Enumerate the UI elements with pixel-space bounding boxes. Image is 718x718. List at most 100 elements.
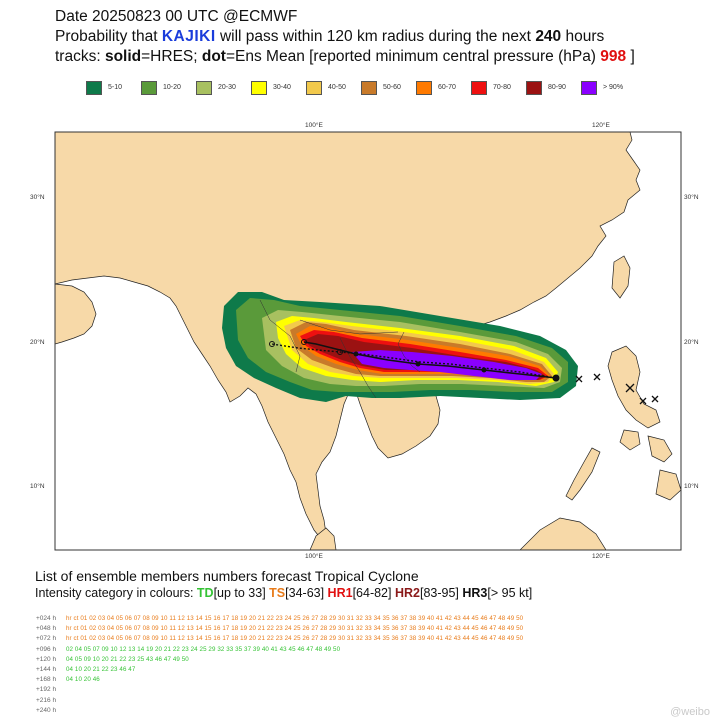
ensemble-row-label: +240 h — [36, 706, 57, 714]
map-frame — [54, 131, 682, 551]
legend-swatch — [361, 81, 377, 95]
land-palawan — [565, 447, 601, 501]
ts-range: [34-63] — [285, 586, 328, 600]
legend-label: 10-20 — [163, 84, 181, 91]
td-label: TD — [196, 586, 214, 600]
ens-mean-label: =Ens Mean [reported minimum central pres… — [225, 48, 601, 65]
hres-marker — [415, 361, 421, 367]
legend-label: 20-30 — [218, 84, 236, 91]
watermark: @weibo — [670, 706, 710, 718]
lat-tick-left-10: 10°N — [30, 483, 45, 490]
ensemble-row-members: hr ct 01 02 03 04 05 06 07 08 09 10 11 1… — [66, 625, 524, 633]
border-laos-thailand — [339, 337, 377, 399]
ensemble-row-label: +096 h — [36, 645, 57, 653]
legend-label: 60-70 — [438, 84, 456, 91]
ensemble-row-members: hr ct 01 02 03 04 05 06 07 08 09 10 11 1… — [66, 635, 524, 643]
storm-name: KAJIKI — [161, 28, 216, 45]
solid-label: solid — [104, 48, 142, 65]
title-middle: will pass within 120 km radius during th… — [215, 28, 536, 45]
pressure-value: 998 — [600, 48, 627, 65]
hres-marker — [353, 351, 359, 357]
country-borders — [259, 299, 421, 399]
bracket-close: ] — [626, 48, 635, 65]
hr1-label: HR1 — [327, 586, 353, 600]
forecast-hours: 240 — [535, 28, 562, 45]
legend-label: 50-60 — [383, 84, 401, 91]
dot-label: dot — [201, 48, 226, 65]
lat-tick-left-20: 20°N — [30, 339, 45, 346]
ens-marker — [337, 349, 343, 355]
legend-swatch — [581, 81, 597, 95]
ens-marker — [301, 339, 307, 345]
lat-tick-right-10: 10°N — [684, 483, 699, 490]
cross-marker — [575, 375, 583, 383]
ensemble-row-label: +144 h — [36, 666, 57, 673]
hr3-range: [> 95 kt] — [487, 586, 533, 600]
ensemble-row-members: 04 10 20 46 — [66, 676, 100, 684]
legend-swatch — [306, 81, 322, 95]
cross-markers — [575, 373, 659, 405]
border-china-south — [299, 319, 399, 335]
ensemble-row-members: 02 04 05 07 09 10 12 13 14 19 20 21 22 2… — [66, 645, 341, 653]
land-borneo — [519, 517, 607, 550]
legend-swatch — [86, 81, 102, 95]
legend-label: 30-40 — [273, 84, 291, 91]
hres-marker — [552, 374, 560, 382]
border-vietnam-laos — [397, 331, 421, 373]
hres-track-markers — [353, 351, 560, 382]
legend-swatch — [141, 81, 157, 95]
legend-label: 70-80 — [493, 84, 511, 91]
legend-label: > 90% — [603, 84, 624, 91]
land-india-edge — [55, 283, 97, 345]
plume-over-90 — [352, 350, 542, 380]
intensity-prefix: Intensity category in colours: — [35, 586, 197, 600]
ensemble-row-members: 04 10 20 21 22 23 46 47 — [66, 666, 136, 673]
legend-label: 80-90 — [548, 84, 566, 91]
border-myanmar — [259, 299, 301, 373]
cross-marker — [593, 373, 601, 381]
ens-marker — [269, 341, 275, 347]
ts-label: TS — [269, 586, 286, 600]
ensemble-row-label: +216 h — [36, 696, 57, 704]
land-malaysia — [309, 527, 337, 550]
tracks-line: tracks: solid=HRES; dot=Ens Mean [report… — [55, 47, 635, 67]
ensemble-row-label: +120 h — [36, 655, 57, 663]
lon-tick-bottom-120: 120°E — [592, 553, 610, 560]
ensemble-row-label: +024 h — [36, 615, 57, 622]
land-taiwan — [611, 255, 631, 299]
legend-swatch — [526, 81, 542, 95]
ensemble-row-label: +192 h — [36, 686, 57, 694]
hres-label: =HRES; — [141, 48, 202, 65]
lon-tick-top-100: 100°E — [305, 122, 323, 129]
ensemble-row-members: hr ct 01 02 03 04 05 06 07 08 09 10 11 1… — [66, 615, 524, 622]
ensemble-row-label: +048 h — [36, 625, 57, 633]
td-range: [up to 33] — [213, 586, 270, 600]
hr3-label: HR3 — [462, 586, 488, 600]
ensemble-track-markers — [269, 339, 343, 355]
tracks-prefix: tracks: — [55, 48, 105, 65]
chart-date-line: Date 20250823 00 UTC @ECMWF — [55, 7, 297, 27]
lat-tick-right-20: 20°N — [684, 339, 699, 346]
hr2-label: HR2 — [394, 586, 420, 600]
date-text: Date 20250823 00 UTC @ECMWF — [55, 8, 298, 25]
cross-marker — [651, 395, 659, 403]
lat-tick-right-30: 30°N — [684, 194, 699, 201]
lon-tick-bottom-100: 100°E — [305, 553, 323, 560]
lat-tick-left-30: 30°N — [30, 194, 45, 201]
hres-track-line — [303, 341, 557, 379]
land-visayas — [619, 429, 681, 501]
hr1-range: [64-82] — [352, 586, 395, 600]
cross-marker — [639, 397, 647, 405]
chart-title-line: Probability that KAJIKI will pass within… — [55, 27, 604, 47]
hr2-range: [83-95] — [419, 586, 463, 600]
ensemble-row-members: 04 05 09 10 20 21 22 23 25 43 46 47 49 5… — [66, 655, 189, 663]
legend-swatch — [471, 81, 487, 95]
land-luzon — [607, 345, 661, 429]
ensemble-row-label: +168 h — [36, 676, 57, 684]
legend-label: 5-10 — [108, 84, 123, 91]
legend-swatch — [416, 81, 432, 95]
hours-unit: hours — [561, 28, 605, 45]
legend-label: 40-50 — [328, 84, 346, 91]
ensemble-mean-track — [271, 343, 557, 379]
